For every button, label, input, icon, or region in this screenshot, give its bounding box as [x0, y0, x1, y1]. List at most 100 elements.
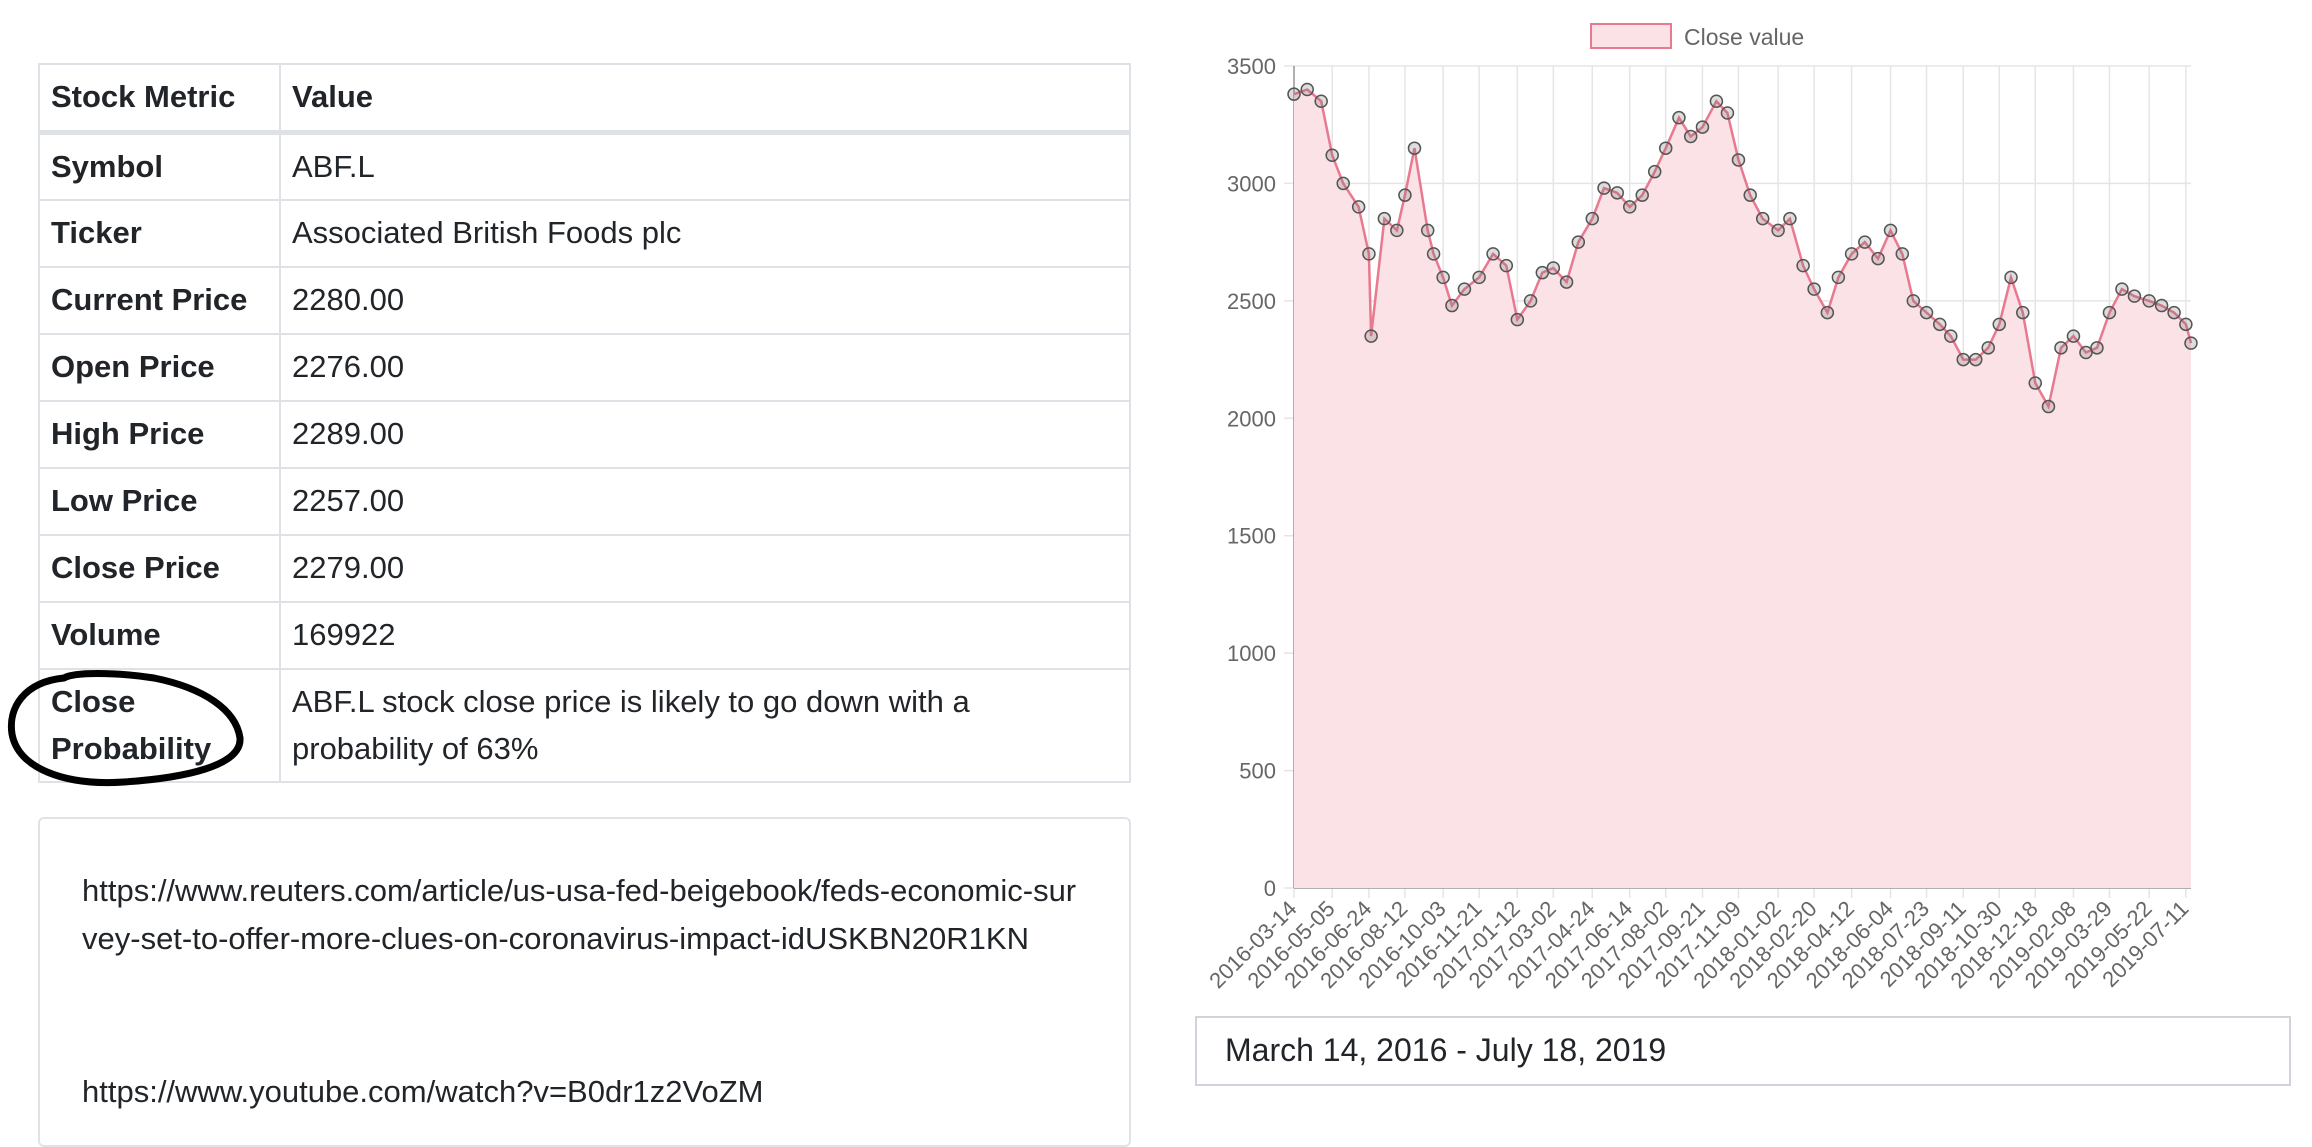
data-point [2016, 305, 2030, 320]
table-row: Close Price 2279.00 [38, 534, 1131, 603]
table-row: Current Price 2280.00 [38, 266, 1131, 335]
metric-value-symbol: ABF.L [279, 131, 1131, 201]
table-row: Volume 169922 [38, 601, 1131, 670]
data-point [2004, 270, 2018, 285]
close-value-chart: 0 500 1000 1500 2000 2500 3000 3500 2016-03-14 20… [1190, 10, 2290, 1020]
data-point [1407, 141, 1422, 155]
legend-label: Close value [1684, 24, 1804, 50]
metric-value-close-probability: ABF.L stock close price is likely to go … [279, 668, 1131, 783]
data-point [1919, 305, 1934, 320]
y-tick-label: 3000 [1227, 171, 1276, 196]
data-point [2054, 341, 2068, 355]
news-link[interactable]: https://www.reuters.com/article/us-usa-f… [82, 873, 1077, 956]
data-point [1445, 298, 1459, 313]
data-point [1351, 200, 1366, 214]
metric-label-symbol: Symbol [38, 131, 281, 201]
data-point [1499, 258, 1514, 273]
data-point [2184, 336, 2198, 350]
metric-label-close-price: Close Price [38, 534, 281, 603]
metric-label-close-probability: Close Probability [38, 668, 281, 783]
y-tick-label: 2500 [1227, 289, 1276, 314]
metric-label-open-price: Open Price [38, 333, 281, 402]
data-point [2127, 289, 2142, 303]
data-point [1796, 258, 1810, 273]
data-point [1720, 106, 1735, 120]
data-point [2028, 376, 2043, 390]
data-point [1610, 186, 1624, 200]
data-point [1390, 223, 1404, 238]
metric-value-volume: 169922 [279, 601, 1131, 670]
metric-label-volume: Volume [38, 601, 281, 670]
data-point [1743, 188, 1757, 202]
data-point [1992, 317, 2007, 332]
data-point [1325, 148, 1339, 162]
data-point [1571, 235, 1586, 249]
data-point [1486, 247, 1500, 261]
data-point [1457, 282, 1472, 296]
data-point [1895, 247, 1910, 261]
data-point [1535, 265, 1550, 280]
news-links-card: https://www.reuters.com/article/us-usa-f… [38, 817, 1131, 1147]
data-point [2090, 341, 2104, 355]
y-tick-label: 1500 [1227, 524, 1276, 549]
metric-value-close-price: 2279.00 [279, 534, 1131, 603]
date-range-picker[interactable]: March 14, 2016 - July 18, 2019 [1195, 1016, 2291, 1086]
data-point [2154, 298, 2169, 313]
data-point [2142, 294, 2156, 308]
news-link[interactable]: https://www.youtube.com/watch?v=B0dr1z2V… [82, 1074, 764, 1109]
data-point [1755, 211, 1770, 226]
data-point [2102, 305, 2117, 320]
data-point [2079, 345, 2093, 360]
data-point [1314, 94, 1328, 108]
data-point [1672, 110, 1686, 125]
table-row: Open Price 2276.00 [38, 333, 1131, 402]
data-point [1287, 87, 1301, 101]
data-point [1300, 82, 1314, 97]
data-point [1420, 223, 1435, 238]
y-tick-label: 1000 [1227, 641, 1276, 666]
data-point [1831, 270, 1846, 285]
data-point [1871, 251, 1885, 266]
legend-swatch [1590, 23, 1672, 49]
data-point [1981, 341, 1995, 355]
data-point [1426, 247, 1441, 261]
data-point [1622, 200, 1637, 214]
y-tick-label: 500 [1239, 759, 1276, 784]
data-point [1858, 235, 1872, 249]
data-point [1683, 129, 1698, 144]
data-point [1436, 270, 1450, 285]
metric-value-current-price: 2280.00 [279, 266, 1131, 335]
metric-label-low-price: Low Price [38, 467, 281, 536]
data-point [1807, 282, 1821, 296]
data-point [1546, 261, 1561, 275]
data-point [1956, 352, 1971, 367]
data-point [1658, 141, 1673, 155]
data-point [1336, 176, 1350, 191]
data-point [1731, 153, 1746, 167]
data-point [1635, 188, 1649, 202]
y-tick-label: 3500 [1227, 54, 1276, 79]
data-point [1398, 188, 1412, 202]
data-point [2115, 282, 2129, 296]
data-point [1883, 223, 1898, 238]
stock-metrics-table: Stock Metric Value Symbol ABF.L Ticker Ass… [38, 63, 1131, 783]
metric-value-high-price: 2289.00 [279, 400, 1131, 469]
table-row: Low Price 2257.00 [38, 467, 1131, 536]
data-point [1944, 329, 1958, 343]
data-point [1783, 211, 1797, 226]
data-point [2167, 305, 2181, 320]
data-point [1597, 181, 1611, 195]
data-point [1585, 211, 1600, 226]
table-header-row: Stock Metric Value [38, 63, 1131, 135]
data-point [1906, 294, 1921, 308]
metric-value-open-price: 2276.00 [279, 333, 1131, 402]
data-point [1362, 247, 1376, 261]
data-point [2179, 317, 2193, 332]
data-point [1472, 270, 1486, 285]
y-tick-label: 2000 [1227, 406, 1276, 431]
data-point [1968, 352, 1983, 367]
data-point [1364, 329, 1378, 343]
data-point [1377, 211, 1392, 226]
data-point [1844, 247, 1859, 261]
data-point [2066, 329, 2081, 343]
